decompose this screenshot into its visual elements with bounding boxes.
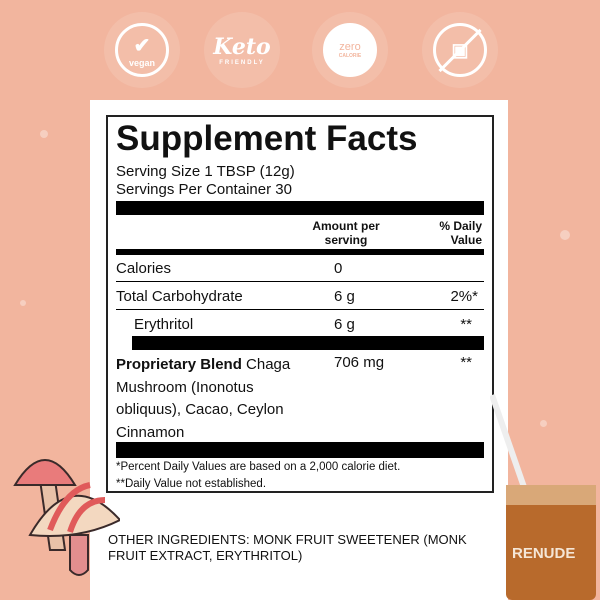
amount-header: Amount per serving: [312, 219, 380, 247]
bubble: [20, 300, 26, 306]
row-amount: 6 g: [334, 316, 355, 333]
bubble: [560, 230, 570, 240]
bubble: [540, 420, 547, 427]
divider-medium: [116, 249, 484, 255]
footnote-daily-value: **Daily Value not established.: [116, 478, 267, 490]
zero-calorie-badge: zero CALORIE: [312, 12, 388, 88]
vegan-badge: ✔ vegan: [104, 12, 180, 88]
row-name: Calories: [116, 260, 172, 277]
no-sugar-icon: ▣: [433, 23, 487, 77]
content-panel: [90, 100, 508, 600]
keto-badge: Keto FRIENDLY: [204, 12, 280, 88]
bubble: [40, 130, 48, 138]
badge-label: vegan: [128, 57, 155, 68]
vegan-leaf-check-icon: ✔ vegan: [115, 23, 169, 77]
no-sugar-badge: ▣: [422, 12, 498, 88]
daily-value-header: % Daily Value: [439, 219, 482, 247]
blend-line: obliquus), Cacao, Ceylon: [116, 401, 284, 418]
divider: [116, 309, 484, 310]
blend-line: Mushroom (Inonotus: [116, 378, 254, 396]
facts-title: Supplement Facts: [116, 119, 418, 158]
supplement-facts-label: Supplement Facts Serving Size 1 TBSP (12…: [106, 115, 494, 493]
divider: [116, 281, 484, 282]
blend-line: Cinnamon: [116, 423, 185, 441]
blend-name: Proprietary Blend: [116, 356, 242, 373]
row-dv: **: [460, 316, 472, 333]
other-ingredients: OTHER INGREDIENTS: MONK FRUIT SWEETENER …: [108, 532, 467, 564]
iced-drink-illustration: [490, 394, 596, 600]
divider-thick: [116, 201, 484, 215]
blend-dv: **: [460, 354, 472, 371]
row-name: Erythritol: [134, 316, 194, 333]
row-name: Total Carbohydrate: [116, 288, 243, 305]
blend-line: Chaga: [241, 356, 291, 373]
blend-amount: 706 mg: [334, 354, 385, 371]
serving-size: Serving Size 1 TBSP (12g): [116, 163, 295, 180]
other-ingredients-line: OTHER INGREDIENTS: MONK FRUIT SWEETENER …: [108, 532, 467, 547]
row-dv: 2%*: [450, 288, 478, 305]
row-amount: 0: [334, 260, 343, 277]
footnote-percent: *Percent Daily Values are based on a 2,0…: [116, 461, 401, 473]
row-amount: 6 g: [334, 288, 355, 305]
badge-sub: FRIENDLY: [219, 60, 265, 66]
servings-per-container: Servings Per Container 30: [116, 181, 292, 198]
badge-label: Keto: [213, 34, 271, 60]
badge-label: zero: [339, 41, 361, 53]
badge-sub: CALORIE: [338, 53, 362, 59]
keto-icon: Keto FRIENDLY: [213, 34, 270, 66]
proprietary-blend: Proprietary Blend Chaga Mushroom (Inonot…: [116, 354, 290, 444]
zero-calorie-gauge-icon: zero CALORIE: [323, 23, 377, 77]
divider-thick: [116, 442, 484, 458]
mushroom-illustration: [13, 459, 120, 576]
other-ingredients-line: FRUIT EXTRACT, ERYTHRITOL): [108, 548, 303, 563]
divider-thick: [132, 336, 484, 350]
brand-logo: RENUDE: [512, 545, 576, 562]
